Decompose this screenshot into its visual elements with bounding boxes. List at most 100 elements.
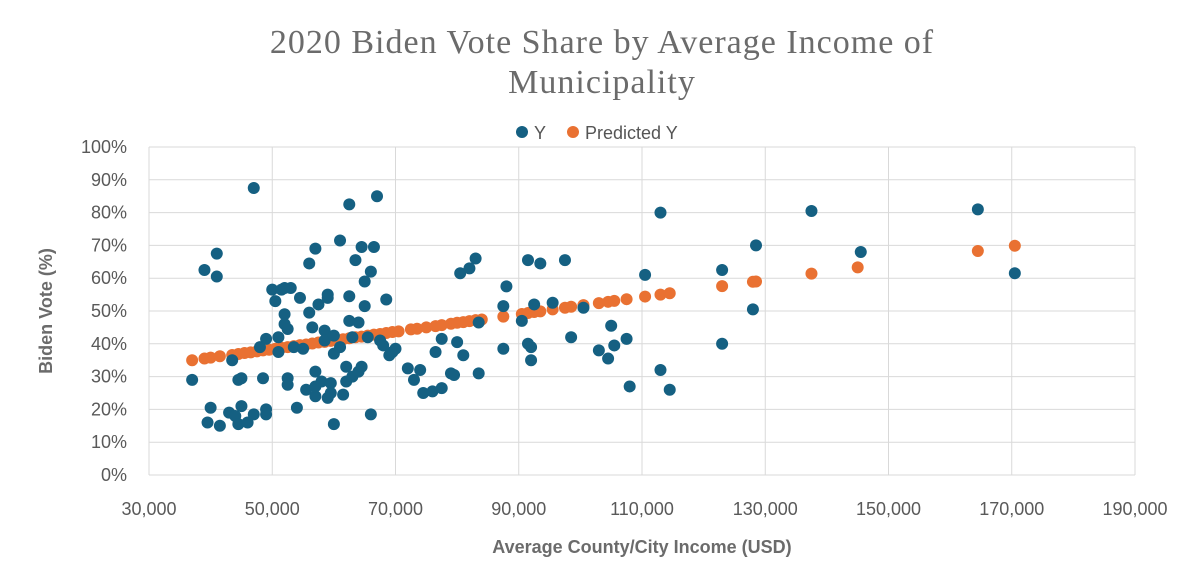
x-tick-label: 130,000 [733,499,798,519]
data-point-predicted-y [663,287,676,300]
data-point-y [284,282,297,295]
data-point-y [854,245,867,258]
data-point-y [448,368,461,381]
data-point-y [303,257,316,270]
legend-label-y: Y [534,123,546,143]
gridlines [148,146,1136,476]
data-point-y [472,367,485,380]
data-point-y [426,385,439,398]
data-point-y [358,300,371,313]
x-tick-label: 170,000 [979,499,1044,519]
data-point-y [605,319,618,332]
data-point-y [558,254,571,267]
data-point-y [186,373,199,386]
data-point-predicted-y [204,351,217,364]
y-tick-label: 80% [91,203,127,223]
x-axis-title: Average County/City Income (USD) [492,537,791,557]
data-point-y [451,336,464,349]
legend: Y Predicted Y [516,123,678,143]
data-point-y [278,308,291,321]
data-point-y [750,239,763,252]
y-tick-label: 50% [91,301,127,321]
data-point-y [663,383,676,396]
data-point-predicted-y [411,322,424,335]
data-point-y [472,316,485,329]
data-point-y [389,342,402,355]
data-point-y [592,344,605,357]
data-point-y [343,198,356,211]
data-point-predicted-y [851,261,864,274]
data-point-y [377,339,390,352]
data-point-y [620,332,633,345]
data-point-y [260,332,273,345]
data-point-y [435,332,448,345]
data-point-y [565,331,578,344]
data-point-y [364,408,377,421]
data-point-y [210,247,223,260]
y-tick-label: 90% [91,170,127,190]
x-tick-label: 70,000 [368,499,423,519]
data-point-y [746,303,759,316]
data-point-y [300,383,313,396]
data-point-y [414,364,427,377]
y-tick-label: 30% [91,367,127,387]
data-point-y [290,401,303,414]
data-point-y [210,270,223,283]
data-point-y [318,334,331,347]
data-point-y [324,387,337,399]
data-point-y [281,323,294,336]
data-point-predicted-y [620,293,633,306]
data-point-predicted-y [435,319,448,332]
x-tick-label: 150,000 [856,499,921,519]
y-axis-title: Biden Vote (%) [36,248,56,374]
data-point-y [346,331,359,344]
data-point-y [315,375,328,388]
data-point-y [293,291,306,304]
x-tick-label: 90,000 [491,499,546,519]
data-point-y [281,378,294,391]
data-point-y [497,300,510,313]
data-point-y [349,254,362,267]
data-point-y [226,354,239,367]
data-point-y [525,354,538,367]
data-point-predicted-y [186,354,199,367]
data-point-y [247,182,260,194]
data-point-y [355,241,368,254]
data-point-y [287,341,300,354]
data-point-y [232,418,245,431]
data-point-y [340,360,353,373]
x-axis-ticks: 30,000 50,000 70,000 90,000 110,000 130,000 15… [121,499,1167,519]
data-point-y [213,419,226,432]
data-point-y [247,408,260,421]
data-point-y [201,416,214,429]
legend-label-predicted-y: Predicted Y [585,123,678,143]
data-point-y [497,342,510,355]
data-point-y [343,314,356,327]
data-point-y [364,265,377,278]
data-point-y [500,280,513,293]
chart-title-line2: Municipality [508,64,696,101]
data-point-predicted-y [565,300,578,313]
data-point-y [324,377,337,390]
data-point-predicted-y [971,244,984,257]
data-point-y [716,264,729,276]
data-point-y [361,331,374,344]
data-point-y [417,387,430,399]
data-point-y [309,242,322,255]
data-point-y [525,341,538,354]
data-point-predicted-y [716,280,729,293]
data-point-predicted-y [420,321,433,334]
y-tick-label: 20% [91,399,127,419]
data-point-y [380,293,393,306]
data-point-predicted-y [1008,239,1021,252]
data-point-y [546,296,559,309]
data-point-y [515,314,528,327]
data-point-y [469,252,482,265]
data-point-y [457,349,470,362]
data-point-predicted-y [497,310,510,323]
data-point-y [272,346,285,358]
data-point-y [352,316,365,329]
data-point-y [257,372,270,385]
data-point-y [309,365,322,378]
